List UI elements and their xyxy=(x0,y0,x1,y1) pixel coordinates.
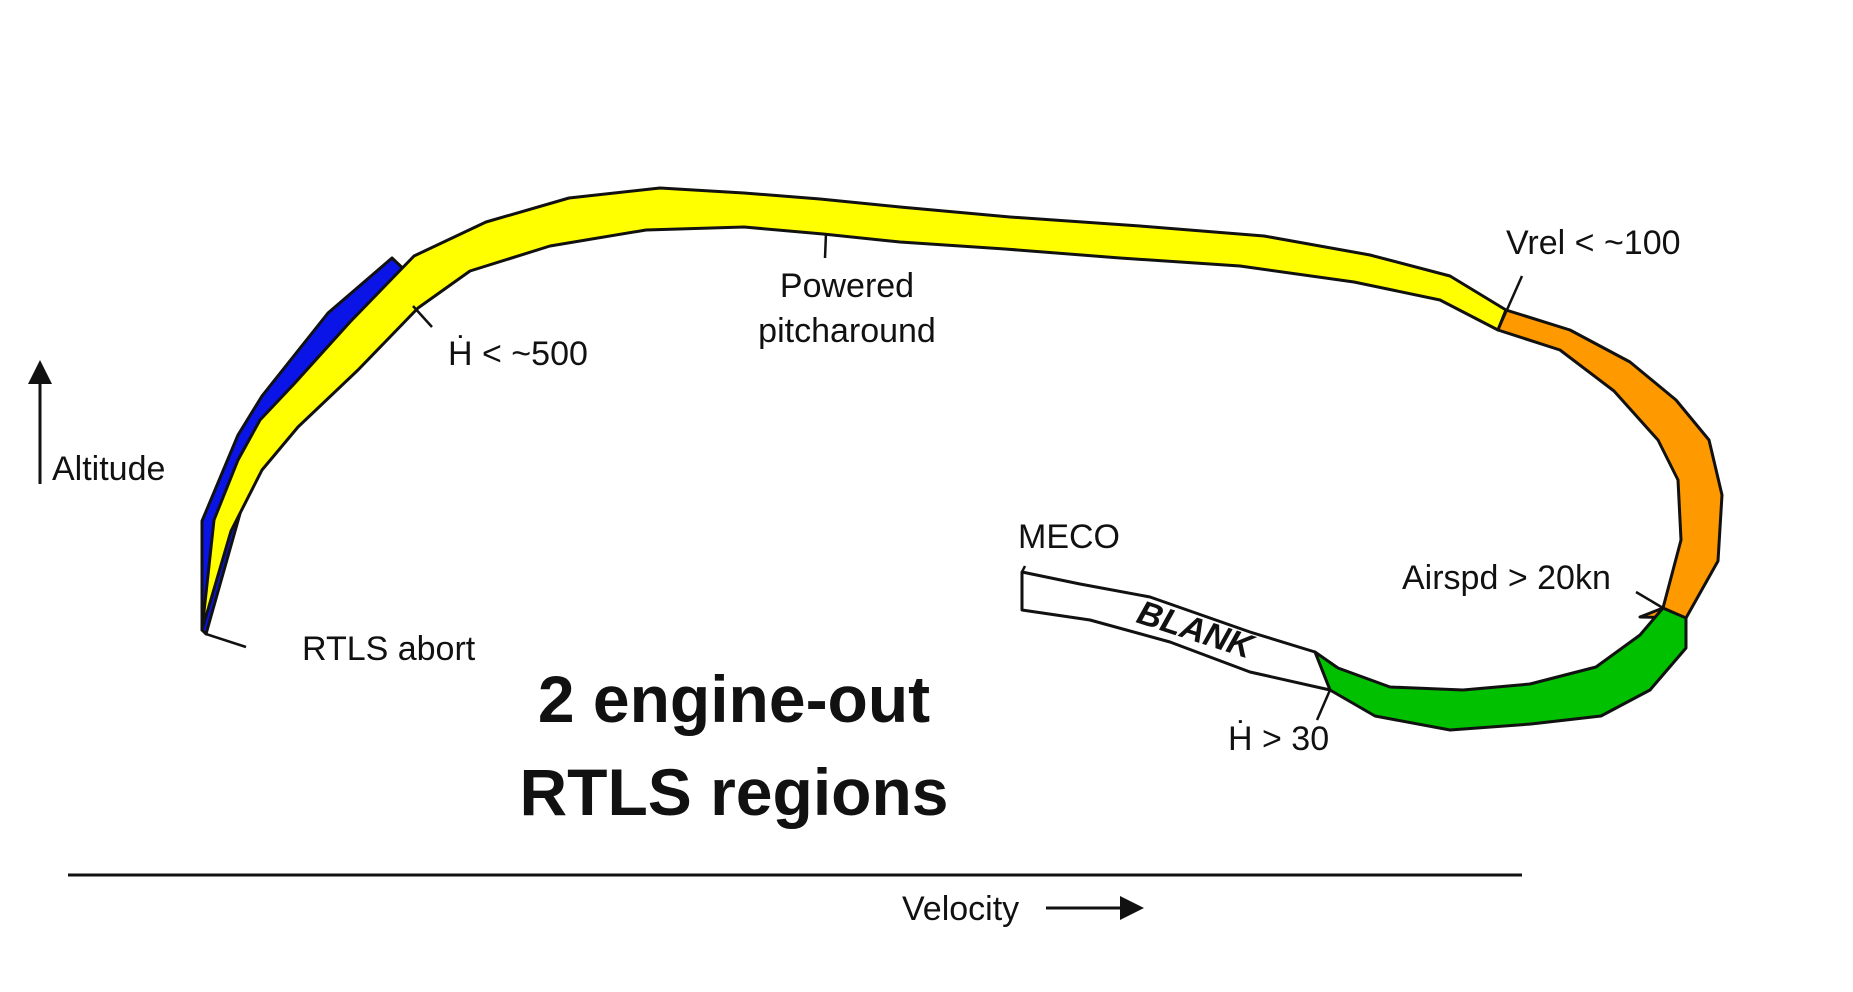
yellow-region xyxy=(200,186,1508,632)
rtls-abort-tick xyxy=(205,632,247,649)
velocity-axis-label: Velocity xyxy=(902,890,1019,928)
vrel-tick xyxy=(1496,275,1524,331)
powered-label-line2: pitcharound xyxy=(758,312,936,350)
powered-label-line1: Powered xyxy=(780,267,914,305)
airspd-tick xyxy=(1635,590,1664,610)
vrel-label: Vrel < ~100 xyxy=(1506,224,1681,262)
powered-tick xyxy=(823,232,828,259)
hdot-30-tick xyxy=(1315,689,1332,721)
meco-tick xyxy=(1020,565,1027,573)
hdot-500-label: Ḣ < ~500 xyxy=(448,335,588,373)
airspd-label: Airspd > 20kn xyxy=(1402,559,1611,597)
diagram-title-line2: RTLS regions xyxy=(519,755,948,829)
altitude-axis-label: Altitude xyxy=(52,450,165,488)
diagram-title-line1: 2 engine-out xyxy=(538,662,930,736)
hdot-500-tick xyxy=(412,305,433,328)
green-region xyxy=(1313,606,1688,732)
blank-label: BLANK xyxy=(1133,593,1260,667)
rtls-abort-label: RTLS abort xyxy=(302,630,476,668)
meco-label: MECO xyxy=(1018,518,1120,556)
hdot-30-label: Ḣ > 30 xyxy=(1228,720,1329,758)
